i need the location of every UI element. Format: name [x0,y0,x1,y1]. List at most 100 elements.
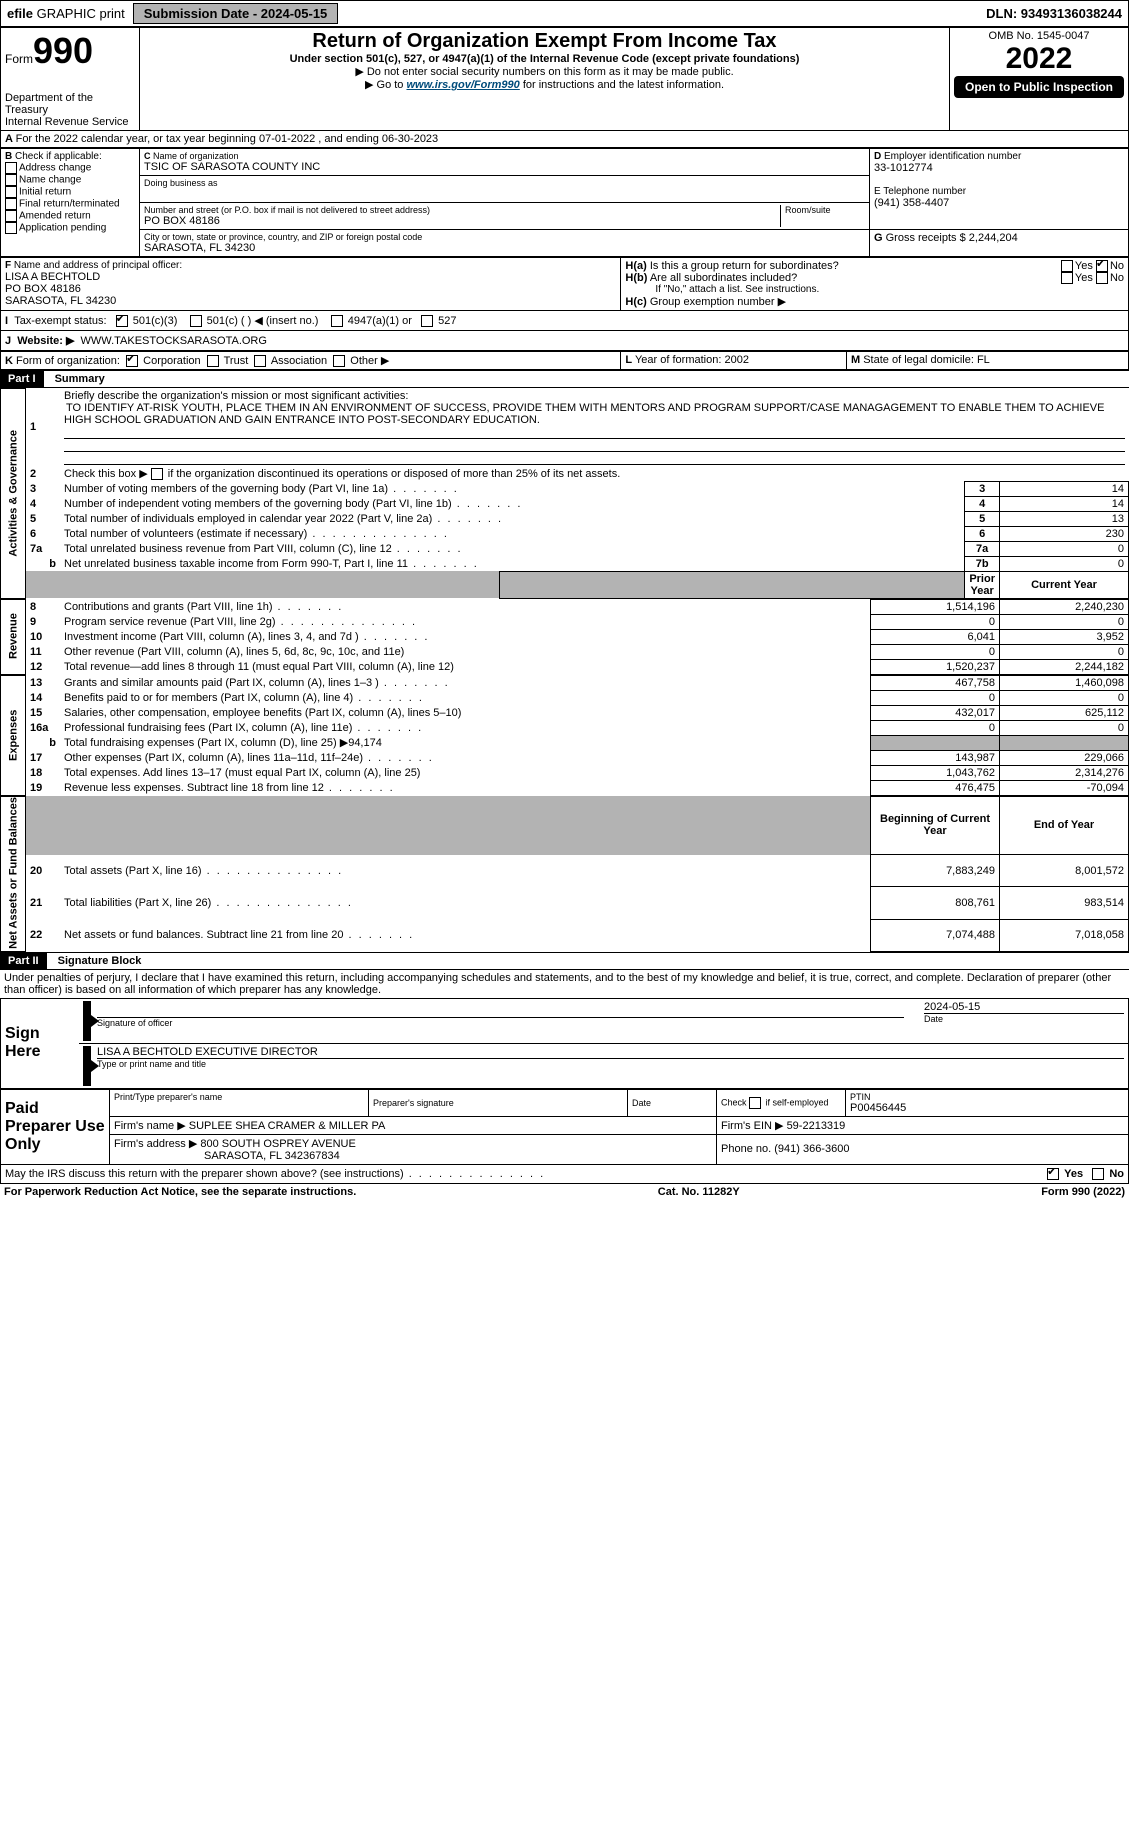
exp-c18: 2,314,276 [1000,765,1129,780]
cb-discuss-no[interactable] [1092,1168,1104,1180]
m-label: State of legal domicile: [863,354,974,366]
cb-assoc[interactable] [254,355,266,367]
dln-label: DLN: 93493136038244 [980,4,1128,23]
dept-text: Department of the Treasury Internal Reve… [5,92,135,128]
rv6: 230 [1000,526,1129,541]
cb-527[interactable] [421,315,433,327]
opt-527: 527 [438,315,456,327]
cb-ha-yes[interactable] [1061,260,1073,272]
rev-t8: Contributions and grants (Part VIII, lin… [64,601,273,613]
na-p22: 7,074,488 [871,919,1000,951]
opt-trust: Trust [224,355,249,367]
cb-ha-no[interactable] [1096,260,1108,272]
section-h: H(a) Is this a group return for subordin… [621,258,1129,311]
discuss-row: May the IRS discuss this return with the… [0,1165,1129,1184]
netassets-table: Net Assets or Fund Balances Beginning of… [0,796,1129,952]
mission-text: TO IDENTIFY AT-RISK YOUTH, PLACE THEM IN… [64,400,1104,428]
opt-501c3: 501(c)(3) [133,315,178,327]
rev-n8: 8 [30,601,36,613]
sig-date: 2024-05-15 [924,1001,1124,1014]
cb-other[interactable] [333,355,345,367]
sign-here-label: Sign Here [5,1025,75,1061]
ein-value: 33-1012774 [874,162,1124,174]
row-5: 5Total number of individuals employed in… [1,511,1129,526]
na-p21: 808,761 [871,887,1000,919]
na-hdr2: End of Year [1000,796,1129,854]
arrow-icon [83,1001,91,1041]
exp-p13: 467,758 [871,675,1000,690]
phone-value: (941) 358-4407 [874,197,1124,209]
city-value: SARASOTA, FL 34230 [144,242,865,254]
hb-note: If "No," attach a list. See instructions… [625,284,1124,295]
ptin-value: P00456445 [850,1102,1124,1114]
side-governance: Activities & Governance [1,389,26,599]
exp-t15: Salaries, other compensation, employee b… [64,707,461,719]
gross-receipts: 2,244,204 [969,232,1018,244]
cb-self-employed[interactable] [749,1097,761,1109]
exp-p18: 1,043,762 [871,765,1000,780]
cb-hb-yes[interactable] [1061,272,1073,284]
exp-n16a: 16a [30,722,48,734]
cb-address-change[interactable] [5,162,17,174]
phone-label: Phone no. [721,1143,771,1155]
ptin-label: PTIN [850,1092,1124,1102]
header-right: OMB No. 1545-0047 2022 Open to Public In… [950,28,1129,131]
rev-t12: Total revenue—add lines 8 through 11 (mu… [64,661,454,673]
revenue-table: Revenue 8Contributions and grants (Part … [0,599,1129,675]
summary-table: Activities & Governance 1 Briefly descri… [0,388,1129,599]
opt-corp: Corporation [143,355,200,367]
cb-501c3[interactable] [116,315,128,327]
rt7b: Net unrelated business taxable income fr… [64,558,408,570]
opt-assoc: Association [271,355,327,367]
cb-discuss-yes[interactable] [1047,1168,1059,1180]
rev-c11: 0 [1000,644,1129,659]
line2-text: Check this box ▶ if the organization dis… [64,468,620,480]
cb-app-pending[interactable] [5,222,17,234]
exp-c13: 1,460,098 [1000,675,1129,690]
footer-left: For Paperwork Reduction Act Notice, see … [4,1186,356,1198]
rev-n10: 10 [30,631,42,643]
rn5: 5 [30,513,36,525]
rev-p11: 0 [871,644,1000,659]
section-j: J Website: ▶ WWW.TAKESTOCKSARASOTA.ORG [0,331,1129,351]
cb-name-change[interactable] [5,174,17,186]
rb4: 4 [965,496,1000,511]
side-expenses: Expenses [1,675,26,795]
rb7b: 7b [965,556,1000,571]
exp-p16b [871,735,1000,750]
form-990: 990 [33,30,93,71]
submission-date-button[interactable]: Submission Date - 2024-05-15 [133,3,339,24]
irs-link[interactable]: www.irs.gov/Form990 [406,79,519,91]
rt4: Number of independent voting members of … [64,498,452,510]
sig-line[interactable] [97,1001,904,1018]
entity-info-table: B Check if applicable: Address change Na… [0,148,1129,257]
discuss-yes: Yes [1064,1168,1083,1180]
tax-year-line: For the 2022 calendar year, or tax year … [16,133,439,145]
cb-amended[interactable] [5,210,17,222]
cb-hb-no[interactable] [1096,272,1108,284]
part2-title: Signature Block [50,953,150,969]
section-c-name: C Name of organization TSIC OF SARASOTA … [140,149,870,176]
rv5: 13 [1000,511,1129,526]
row-4: 4 Number of independent voting members of… [1,496,1129,511]
efile-rest: GRAPHIC print [33,6,125,21]
cb-final-return[interactable] [5,198,17,210]
rv7a: 0 [1000,541,1129,556]
prep-date-label: Date [632,1098,712,1108]
cb-501c[interactable] [190,315,202,327]
firm-name: SUPLEE SHEA CRAMER & MILLER PA [189,1120,386,1132]
klm-table: K Form of organization: Corporation Trus… [0,351,1129,370]
part1-header: Part I [0,371,44,387]
cb-4947[interactable] [331,315,343,327]
cb-trust[interactable] [207,355,219,367]
section-d-e: D Employer identification number 33-1012… [870,149,1129,230]
cb-discontinued[interactable] [151,468,163,480]
section-c-addr: Number and street (or P.O. box if mail i… [140,203,870,230]
firm-ein-label: Firm's EIN ▶ [721,1120,784,1132]
paid-preparer-table: Paid Preparer Use Only Print/Type prepar… [0,1089,1129,1165]
i-label: Tax-exempt status: [14,315,106,327]
cb-initial-return[interactable] [5,186,17,198]
cb-corp[interactable] [126,355,138,367]
rev-t10: Investment income (Part VIII, column (A)… [64,631,359,643]
j-label: Website: ▶ [17,335,74,347]
